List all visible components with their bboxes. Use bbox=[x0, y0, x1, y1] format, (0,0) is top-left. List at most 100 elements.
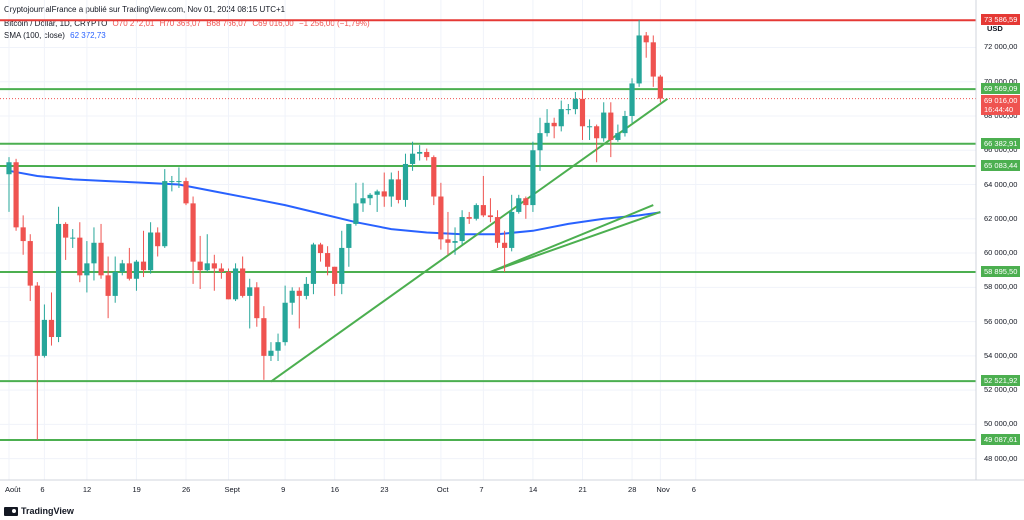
candle-body bbox=[551, 122, 557, 127]
last-price-value: 69 016,00 bbox=[984, 95, 1018, 105]
candle-body bbox=[225, 271, 232, 300]
x-tick-label: 6 bbox=[40, 485, 45, 494]
candle-body bbox=[502, 242, 508, 248]
candle bbox=[636, 20, 642, 87]
countdown-value: 16:44:40 bbox=[984, 104, 1014, 114]
candle bbox=[190, 196, 196, 284]
candle-body bbox=[643, 35, 649, 43]
candle-body bbox=[452, 241, 458, 243]
candle-body bbox=[424, 151, 430, 158]
candle bbox=[84, 241, 90, 293]
x-tick-label: 21 bbox=[578, 485, 587, 494]
sma-line bbox=[8, 169, 661, 236]
candle bbox=[402, 153, 409, 207]
candle-body bbox=[133, 261, 140, 279]
candle bbox=[650, 35, 656, 87]
candle-body bbox=[565, 109, 571, 111]
candle-body bbox=[509, 211, 515, 248]
symbol-name[interactable]: Bitcoin / Dollar, 1D, CRYPTO bbox=[4, 19, 108, 28]
y-tick-label: 72 000,00 bbox=[984, 42, 1018, 52]
candle-body bbox=[367, 194, 373, 199]
candle bbox=[629, 78, 635, 123]
candle-body bbox=[558, 109, 564, 127]
candle bbox=[13, 158, 19, 231]
candle-body bbox=[381, 191, 387, 197]
candle-body bbox=[70, 237, 76, 239]
candle-body bbox=[445, 239, 451, 243]
candle-body bbox=[530, 150, 536, 206]
candle bbox=[20, 215, 26, 255]
y-tick-label: 60 000,00 bbox=[984, 248, 1018, 258]
published-line: CryptojournalFrance a publié sur Trading… bbox=[4, 5, 286, 14]
x-tick-label: Nov bbox=[656, 485, 670, 494]
candle-body bbox=[459, 217, 465, 242]
candle-body bbox=[523, 198, 529, 206]
candle-body bbox=[148, 232, 154, 271]
candle bbox=[48, 292, 55, 346]
x-tick-label: 28 bbox=[628, 485, 637, 494]
level-tag: 73 586,59 bbox=[981, 14, 1021, 26]
candle-body bbox=[601, 112, 607, 139]
axes bbox=[0, 0, 1024, 481]
candle-body bbox=[339, 247, 345, 284]
x-tick-label: Août bbox=[5, 485, 21, 494]
candle-body bbox=[48, 319, 55, 338]
candle bbox=[296, 287, 302, 329]
candle bbox=[211, 254, 217, 291]
candle bbox=[537, 117, 543, 171]
candle-body bbox=[176, 181, 182, 183]
candle bbox=[339, 230, 345, 295]
candle-body bbox=[13, 162, 19, 228]
candle-body bbox=[374, 191, 380, 195]
y-tick-label: 54 000,00 bbox=[984, 350, 1018, 360]
candle bbox=[140, 230, 147, 278]
y-tick-label: 52 000,00 bbox=[984, 385, 1018, 395]
candle bbox=[254, 282, 260, 327]
candle bbox=[289, 287, 295, 315]
candle-body bbox=[579, 98, 586, 127]
grid bbox=[0, 0, 976, 480]
candle bbox=[544, 109, 550, 137]
candle-body bbox=[162, 181, 168, 247]
candle bbox=[530, 141, 536, 212]
candle-body bbox=[438, 196, 444, 240]
candle bbox=[240, 256, 246, 298]
x-tick-label: 7 bbox=[479, 485, 484, 494]
candle-body bbox=[296, 290, 302, 296]
sma-legend: SMA (100, close) 62 372,73 bbox=[4, 31, 109, 40]
candle bbox=[438, 182, 444, 250]
candle bbox=[452, 227, 458, 255]
candle-body bbox=[402, 163, 409, 200]
candle bbox=[551, 117, 557, 139]
candle bbox=[579, 90, 586, 140]
candle-body bbox=[516, 198, 522, 212]
candle bbox=[480, 175, 486, 218]
last-price-tag: 69 016,00 16:44:40 bbox=[981, 94, 1021, 115]
y-tick-label: 70 000,00 bbox=[984, 76, 1018, 86]
x-tick-label: 9 bbox=[281, 485, 286, 494]
level-tag: 66 382,91 bbox=[981, 137, 1021, 149]
candles bbox=[6, 20, 663, 440]
tradingview-footer[interactable]: TradingView bbox=[4, 506, 74, 516]
close-value: C69 016,00 bbox=[252, 19, 294, 28]
candle bbox=[119, 259, 125, 276]
x-tick-label: 12 bbox=[82, 485, 92, 494]
candle bbox=[572, 91, 578, 115]
tradingview-logo-icon bbox=[4, 506, 18, 516]
candle-body bbox=[544, 122, 550, 134]
candle bbox=[126, 247, 132, 281]
open-value: O70 272,01 bbox=[112, 19, 155, 28]
candle bbox=[502, 230, 508, 272]
candle bbox=[360, 182, 366, 212]
candle bbox=[558, 100, 564, 132]
candle-body bbox=[211, 263, 217, 269]
tradingview-brand: TradingView bbox=[21, 506, 74, 516]
sma-label[interactable]: SMA (100, close) bbox=[4, 31, 65, 40]
candle-body bbox=[629, 83, 635, 116]
candle-body bbox=[140, 261, 147, 271]
candle bbox=[565, 103, 571, 115]
candle bbox=[105, 256, 111, 319]
currency-label[interactable]: USD bbox=[987, 24, 1003, 33]
